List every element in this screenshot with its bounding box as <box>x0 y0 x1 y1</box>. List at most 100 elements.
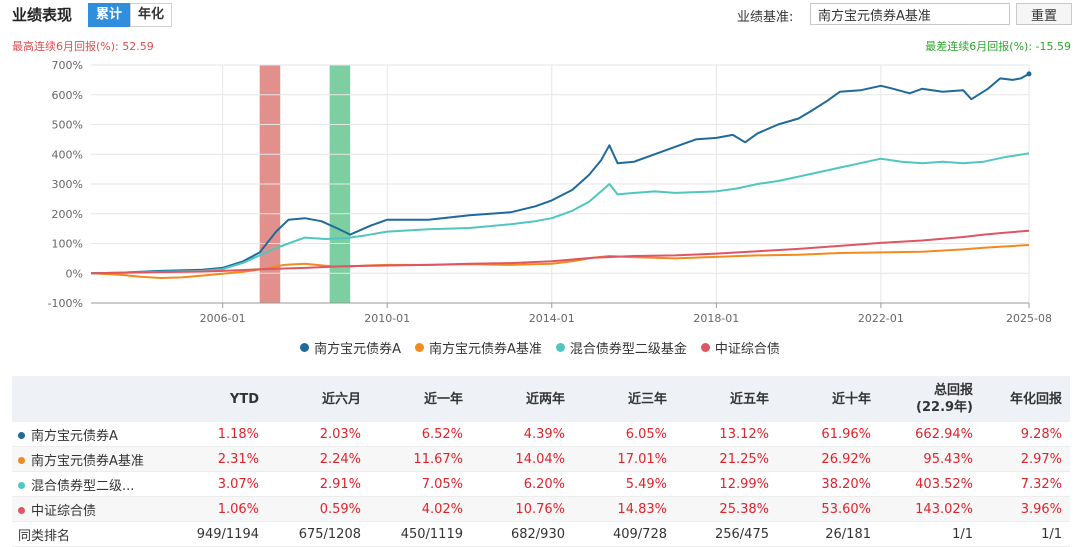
y-tick-label: 400% <box>52 148 83 161</box>
row-name-cell[interactable]: 混合债券型二级... <box>12 471 172 497</box>
return-cell: 61.96% <box>777 422 879 447</box>
x-tick-label: 2025-08 <box>1006 312 1052 325</box>
header-cell-name <box>12 376 172 422</box>
header-cell-1y: 近一年 <box>369 376 471 422</box>
return-cell: 2.97% <box>981 446 1070 472</box>
return-cell: 4.39% <box>471 422 573 447</box>
tab-cumulative[interactable]: 累计 <box>88 3 131 27</box>
reset-button[interactable]: 重置 <box>1016 3 1072 25</box>
header-cell-2y: 近两年 <box>471 376 573 422</box>
performance-chart: -100% 0% 100% 200% 300% 400% 500% 600% 700% 2006-… <box>48 59 1052 325</box>
benchmark-input[interactable] <box>810 3 1010 25</box>
header-cell-annualized: 年化回报 <box>981 376 1070 422</box>
return-cell: 6.20% <box>471 471 573 497</box>
header-cell-ytd: YTD <box>172 376 267 422</box>
top-bar: 业绩表现 累计 年化 业绩基准: 重置 <box>0 0 1080 30</box>
series-line-1 <box>90 244 1030 279</box>
return-cell: 25.38% <box>675 496 777 522</box>
legend-dot-icon <box>414 343 424 352</box>
x-tick-label: 2006-01 <box>200 312 246 325</box>
table-header-row: YTD 近六月 近一年 近两年 近三年 近五年 近十年 总回报 (22.9年) … <box>12 376 1070 422</box>
row-name-cell[interactable]: 南方宝元债券A <box>12 422 172 447</box>
return-cell: 38.20% <box>777 471 879 497</box>
return-cell: 7.05% <box>369 471 471 497</box>
table-row: 混合债券型二级... 3.07% 2.91% 7.05% 6.20% 5.49% 12.99… <box>12 471 1070 497</box>
return-cell: 17.01% <box>573 446 675 472</box>
header-cell-total: 总回报 (22.9年) <box>879 376 981 422</box>
return-cell: 7.32% <box>981 471 1070 497</box>
return-cell: 1.06% <box>172 496 267 522</box>
return-cell: 13.12% <box>675 422 777 447</box>
benchmark-label: 业绩基准: <box>737 10 794 25</box>
legend-dot-icon <box>700 343 710 352</box>
y-tick-label: 0% <box>66 267 83 280</box>
rank-cell: 1/1 <box>879 521 981 547</box>
return-cell: 53.60% <box>777 496 879 522</box>
legend-item-category[interactable]: 混合债券型二级基金 <box>555 338 687 357</box>
x-tick-label: 2018-01 <box>693 312 739 325</box>
series-line-2 <box>90 152 1030 275</box>
row-name-cell[interactable]: 南方宝元债券A基准 <box>12 446 172 472</box>
x-tick-label: 2014-01 <box>529 312 575 325</box>
header-cell-10y: 近十年 <box>777 376 879 422</box>
row-name-cell[interactable]: 中证综合债 <box>12 496 172 522</box>
rank-row-label: 同类排名 <box>12 521 172 547</box>
return-cell: 6.52% <box>369 422 471 447</box>
y-tick-label: -100% <box>48 297 83 310</box>
header-total-label: 总回报 (22.9年) <box>916 383 973 415</box>
row-name: 南方宝元债券A基准 <box>31 453 144 469</box>
return-cell: 662.94% <box>879 422 981 447</box>
return-cell: 14.83% <box>573 496 675 522</box>
return-cell: 143.02% <box>879 496 981 522</box>
header-cell-5y: 近五年 <box>675 376 777 422</box>
return-cell: 12.99% <box>675 471 777 497</box>
tab-annualized[interactable]: 年化 <box>130 3 173 27</box>
return-cell: 6.05% <box>573 422 675 447</box>
x-tick-label: 2022-01 <box>858 312 904 325</box>
header-cell-3y: 近三年 <box>573 376 675 422</box>
y-tick-label: 700% <box>52 59 83 72</box>
min-6m-return-label: 最差连续6月回报(%): -15.59 <box>925 40 1071 53</box>
return-cell: 0.59% <box>267 496 369 522</box>
rank-row: 同类排名 949/1194 675/1208 450/1119 682/930 409/7… <box>12 521 1070 547</box>
y-tick-label: 600% <box>52 89 83 102</box>
series-dot-icon <box>18 506 25 514</box>
row-name: 中证综合债 <box>31 503 97 519</box>
legend-label: 南方宝元债券A <box>314 342 401 357</box>
legend-label: 南方宝元债券A基准 <box>428 342 542 357</box>
legend-label: 中证综合债 <box>714 342 780 357</box>
max-6m-return-label: 最高连续6月回报(%): 52.59 <box>12 40 154 53</box>
table-row: 南方宝元债券A 1.18% 2.03% 6.52% 4.39% 6.05% 13.12% 61… <box>12 422 1070 447</box>
return-cell: 403.52% <box>879 471 981 497</box>
rank-cell: 256/475 <box>675 521 777 547</box>
return-cell: 2.24% <box>267 446 369 472</box>
rank-cell: 675/1208 <box>267 521 369 547</box>
return-cell: 14.04% <box>471 446 573 472</box>
chart-legend: 南方宝元债券A 南方宝元债券A基准 混合债券型二级基金 中证综合债 <box>0 338 1080 357</box>
rank-cell: 409/728 <box>573 521 675 547</box>
series-dot-icon <box>18 431 25 439</box>
return-cell: 21.25% <box>675 446 777 472</box>
return-cell: 2.03% <box>267 422 369 447</box>
return-cell: 2.31% <box>172 446 267 472</box>
series-end-point <box>1026 71 1032 77</box>
y-tick-label: 300% <box>52 178 83 191</box>
series-line-0 <box>90 73 1030 275</box>
return-cell: 3.96% <box>981 496 1070 522</box>
legend-item-index[interactable]: 中证综合债 <box>700 338 780 357</box>
legend-dot-icon <box>555 343 565 352</box>
table-row: 中证综合债 1.06% 0.59% 4.02% 10.76% 14.83% 25.38% 53… <box>12 496 1070 522</box>
return-cell: 3.07% <box>172 471 267 497</box>
legend-item-benchmark[interactable]: 南方宝元债券A基准 <box>414 338 542 357</box>
return-cell: 10.76% <box>471 496 573 522</box>
series-dot-icon <box>18 456 25 464</box>
return-cell: 95.43% <box>879 446 981 472</box>
legend-item-fund[interactable]: 南方宝元债券A <box>300 338 401 357</box>
series-dot-icon <box>18 481 25 489</box>
table-row: 南方宝元债券A基准 2.31% 2.24% 11.67% 14.04% 17.01% 21.… <box>12 446 1070 472</box>
rank-cell: 682/930 <box>471 521 573 547</box>
rank-cell: 450/1119 <box>369 521 471 547</box>
y-tick-label: 100% <box>52 238 83 251</box>
rank-cell: 1/1 <box>981 521 1070 547</box>
view-tabs: 累计 年化 <box>88 3 173 27</box>
